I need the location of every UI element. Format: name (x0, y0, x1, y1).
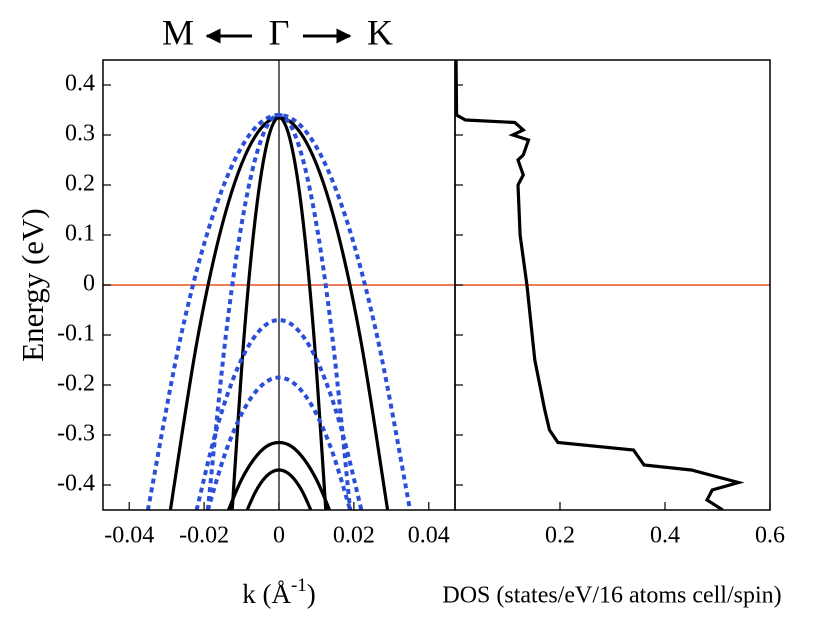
band-line (226, 440, 332, 510)
band-line (194, 317, 364, 510)
x-axis-label-part: k (Å (242, 579, 291, 609)
y-tick-label: -0.1 (57, 321, 95, 347)
x-axis-label-part: ) (307, 579, 316, 609)
plot-area (455, 60, 770, 510)
band-line (245, 468, 313, 510)
band-line (230, 115, 328, 510)
top-label: M (162, 12, 194, 52)
y-tick-label: -0.3 (57, 421, 95, 447)
top-label: Γ (269, 12, 290, 52)
x-tick-label: 0.6 (755, 523, 785, 549)
y-tick-label: 0.3 (65, 121, 95, 147)
y-axis-label: Energy (eV) (15, 208, 50, 362)
x-tick-label: 0.04 (408, 523, 450, 549)
y-tick-label: -0.2 (57, 371, 95, 397)
band-line (205, 112, 353, 510)
y-tick-label: 0.1 (65, 221, 95, 247)
top-label: K (367, 12, 393, 52)
band-line (455, 60, 745, 510)
x-tick-label: -0.02 (179, 523, 229, 549)
x-tick-label: 0 (273, 523, 285, 549)
x-axis-label: DOS (states/eV/16 atoms cell/spin) (442, 583, 781, 609)
x-tick-label: 0.2 (545, 523, 575, 549)
x-tick-label: 0.4 (650, 523, 680, 549)
band-line (205, 375, 353, 510)
x-tick-label: -0.04 (104, 523, 154, 549)
x-axis-label-sup: -1 (291, 575, 307, 596)
x-axis-label: k (Å-1) (242, 575, 316, 609)
y-tick-label: 0.2 (65, 171, 95, 197)
y-tick-label: 0 (83, 271, 95, 297)
x-tick-label: 0.02 (333, 523, 375, 549)
y-tick-label: 0.4 (65, 71, 95, 97)
plot-area (103, 60, 455, 510)
y-tick-label: -0.4 (57, 471, 95, 497)
